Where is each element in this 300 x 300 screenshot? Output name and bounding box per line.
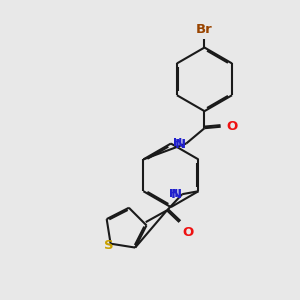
Text: H: H bbox=[173, 138, 183, 148]
Text: O: O bbox=[182, 226, 194, 239]
Text: N: N bbox=[171, 188, 182, 201]
Text: Br: Br bbox=[196, 23, 213, 36]
Text: H: H bbox=[169, 189, 179, 199]
Text: N: N bbox=[175, 138, 186, 151]
Text: S: S bbox=[104, 239, 114, 252]
Text: O: O bbox=[226, 120, 237, 133]
